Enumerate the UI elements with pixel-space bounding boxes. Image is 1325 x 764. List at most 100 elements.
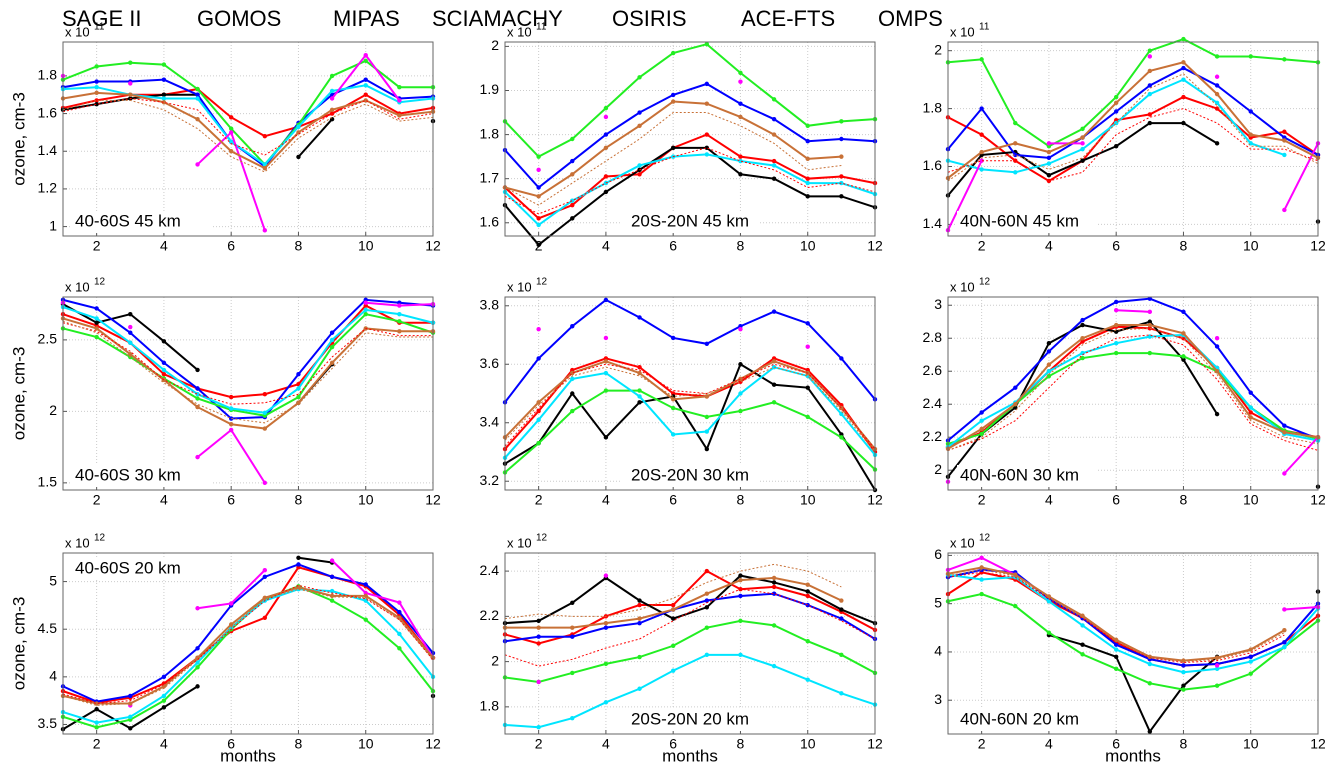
data-point <box>805 414 810 420</box>
data-point <box>1080 336 1085 341</box>
x-tick-label: 4 <box>1045 736 1053 752</box>
legend-entry: GOMOS <box>197 6 281 31</box>
x-tick-label: 8 <box>295 736 303 752</box>
x-tick-label: 12 <box>867 736 883 752</box>
data-point <box>1282 430 1287 435</box>
data-point <box>128 340 133 345</box>
y-tick-label: 3.6 <box>480 355 500 371</box>
data-point <box>94 306 99 311</box>
data-point <box>161 698 167 703</box>
data-point <box>1181 357 1186 362</box>
data-point <box>363 300 368 305</box>
x-tick-label: 6 <box>1112 736 1120 752</box>
series-line <box>297 118 333 158</box>
data-point <box>603 388 609 393</box>
data-point <box>329 337 335 343</box>
data-point <box>1181 670 1186 675</box>
y-tick-label: 5 <box>49 572 57 588</box>
data-point <box>805 176 810 181</box>
data-point <box>329 88 335 94</box>
data-point <box>1113 666 1119 672</box>
data-point <box>1214 336 1220 341</box>
data-point <box>1113 647 1119 652</box>
y-multiplier: x 10 <box>507 535 532 550</box>
y-tick-label: 3.8 <box>480 296 500 312</box>
data-point <box>704 429 710 434</box>
dotted-line <box>62 584 434 705</box>
data-point <box>839 356 844 361</box>
y-tick-label: 1.2 <box>38 180 58 196</box>
data-point <box>262 615 268 620</box>
data-point <box>1147 112 1153 117</box>
data-point <box>670 432 676 437</box>
data-point <box>839 154 844 159</box>
data-point <box>128 351 133 357</box>
plot-frame <box>947 296 1319 491</box>
series-line <box>298 556 333 564</box>
data-point <box>1046 599 1052 604</box>
data-point <box>979 132 984 137</box>
data-point <box>329 107 335 113</box>
x-tick-label: 10 <box>1243 238 1259 254</box>
data-point <box>738 101 743 106</box>
y-tick-label: 2 <box>491 652 499 668</box>
data-point <box>94 64 99 69</box>
data-point <box>670 50 676 56</box>
data-point <box>536 641 541 646</box>
data-point <box>94 85 99 90</box>
data-point <box>603 661 609 667</box>
x-tick-label: 2 <box>535 736 543 752</box>
y-tick-label: 6 <box>934 546 942 562</box>
data-point <box>1046 340 1052 346</box>
data-point <box>1046 594 1052 599</box>
data-point <box>570 216 575 221</box>
data-point <box>738 376 743 382</box>
data-point <box>363 52 368 58</box>
x-tick-label: 2 <box>93 492 101 508</box>
data-point <box>1113 100 1119 106</box>
data-point <box>1147 83 1153 88</box>
data-point <box>195 396 200 401</box>
panel-annotation: 20S-20N 20 km <box>631 709 749 728</box>
data-point <box>570 408 575 414</box>
data-point <box>670 99 676 104</box>
data-point <box>805 344 810 349</box>
data-point <box>262 162 268 167</box>
x-tick-label: 8 <box>737 238 745 254</box>
y-axis-label: ozone, cm-3 <box>9 347 28 441</box>
data-point <box>161 96 167 101</box>
data-point <box>637 620 642 626</box>
data-point <box>771 132 777 137</box>
data-point <box>805 156 810 162</box>
data-point <box>738 618 743 624</box>
y-multiplier: x 10 <box>65 535 90 550</box>
data-point <box>1046 149 1052 155</box>
x-tick-label: 2 <box>978 736 986 752</box>
data-point <box>603 359 609 364</box>
data-point <box>771 163 777 168</box>
x-tick-label: 10 <box>1243 492 1259 508</box>
series-line <box>62 306 434 414</box>
data-point <box>979 565 984 570</box>
data-point <box>228 115 234 120</box>
data-point <box>738 652 743 658</box>
data-point <box>1248 654 1253 659</box>
data-point <box>1181 663 1186 668</box>
data-point <box>161 339 167 344</box>
data-point <box>979 167 984 172</box>
y-tick-label: 3.5 <box>38 715 58 731</box>
data-point <box>363 92 368 97</box>
plot-frame <box>504 296 876 491</box>
data-point <box>161 693 167 699</box>
data-point <box>262 480 268 486</box>
data-point <box>805 639 810 644</box>
data-point <box>738 362 743 367</box>
data-point <box>1214 683 1220 688</box>
data-point <box>228 149 234 154</box>
data-point <box>94 326 99 331</box>
annotation-bg <box>72 558 212 580</box>
data-point <box>670 668 676 673</box>
data-point <box>536 417 541 423</box>
annotation-bg <box>957 211 1097 233</box>
